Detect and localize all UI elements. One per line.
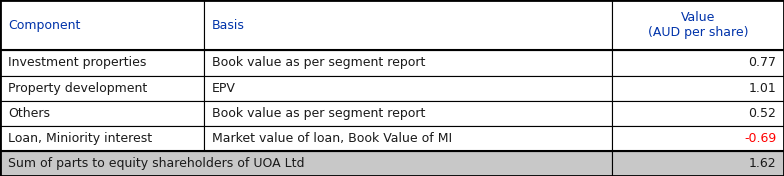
Text: 0.77: 0.77 — [748, 56, 776, 70]
Text: 1.62: 1.62 — [749, 157, 776, 170]
Bar — [204, 101, 612, 126]
Text: Others: Others — [8, 107, 50, 120]
Bar — [612, 0, 784, 50]
Bar — [204, 76, 612, 101]
Text: Investment properties: Investment properties — [8, 56, 146, 70]
Bar — [0, 101, 204, 126]
Text: Loan, Miniority interest: Loan, Miniority interest — [8, 132, 152, 145]
Bar — [0, 151, 612, 176]
Bar — [0, 126, 204, 151]
Text: -0.69: -0.69 — [744, 132, 776, 145]
Bar — [0, 50, 204, 76]
Text: 0.52: 0.52 — [748, 107, 776, 120]
Bar — [612, 76, 784, 101]
Text: Value
(AUD per share): Value (AUD per share) — [648, 11, 748, 39]
Text: Sum of parts to equity shareholders of UOA Ltd: Sum of parts to equity shareholders of U… — [8, 157, 304, 170]
Bar — [612, 126, 784, 151]
Text: Component: Component — [8, 19, 80, 32]
Text: Book value as per segment report: Book value as per segment report — [212, 56, 425, 70]
Text: Basis: Basis — [212, 19, 245, 32]
Text: Property development: Property development — [8, 82, 147, 95]
Bar — [204, 126, 612, 151]
Bar — [612, 151, 784, 176]
Bar — [0, 76, 204, 101]
Bar — [612, 101, 784, 126]
Text: Market value of loan, Book Value of MI: Market value of loan, Book Value of MI — [212, 132, 452, 145]
Bar — [204, 0, 612, 50]
Text: EPV: EPV — [212, 82, 235, 95]
Bar — [204, 50, 612, 76]
Bar — [612, 50, 784, 76]
Text: 1.01: 1.01 — [749, 82, 776, 95]
Bar — [0, 0, 204, 50]
Text: Book value as per segment report: Book value as per segment report — [212, 107, 425, 120]
